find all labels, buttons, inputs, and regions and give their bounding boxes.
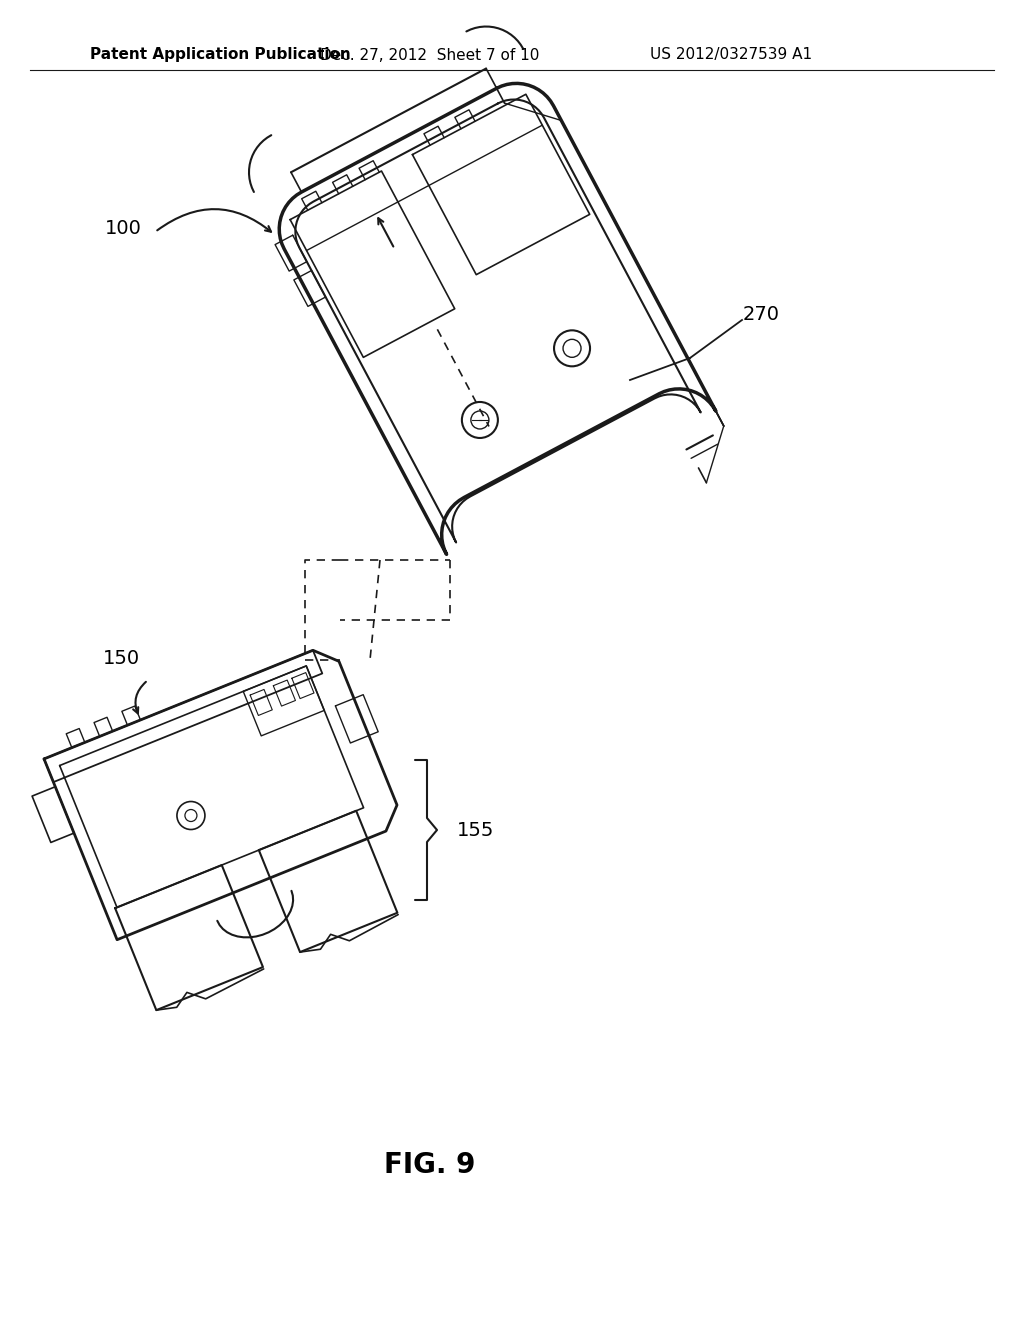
Text: US 2012/0327539 A1: US 2012/0327539 A1 <box>650 48 812 62</box>
Text: FIG. 9: FIG. 9 <box>384 1151 476 1179</box>
Text: 270: 270 <box>743 305 780 325</box>
Text: 150: 150 <box>103 648 140 668</box>
Text: 155: 155 <box>457 821 495 840</box>
Text: Dec. 27, 2012  Sheet 7 of 10: Dec. 27, 2012 Sheet 7 of 10 <box>321 48 540 62</box>
Text: Patent Application Publication: Patent Application Publication <box>90 48 351 62</box>
Text: 100: 100 <box>105 219 142 238</box>
